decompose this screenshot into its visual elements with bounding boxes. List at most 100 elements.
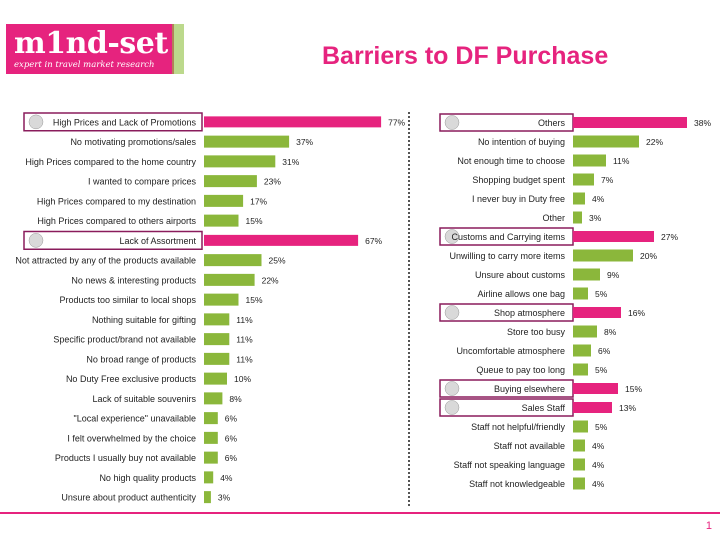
bar [204,352,230,365]
bar [204,234,359,246]
category-label: Queue to pay too long [476,365,565,375]
bar [573,439,585,452]
bar [573,420,588,433]
bar [573,477,585,490]
bar [573,249,633,262]
bar [573,231,654,242]
category-label: High Prices compared to the home country [25,157,196,167]
bar [573,307,621,318]
value-label: 4% [220,473,233,483]
value-label: 11% [236,315,253,325]
category-label: Uncomfortable atmosphere [456,346,565,356]
value-label: 22% [262,275,279,285]
category-icon [444,229,460,244]
category-label: I wanted to compare prices [88,177,197,187]
bar [573,325,597,338]
value-label: 4% [592,194,605,204]
value-label: 5% [595,365,608,375]
value-label: 25% [269,256,286,266]
bar [573,363,588,376]
category-label: Staff not available [494,441,565,451]
value-label: 15% [246,295,263,305]
bar [204,155,276,168]
value-label: 6% [225,414,238,424]
category-label: Store too busy [507,327,566,337]
category-label: Specific product/brand not available [53,335,196,345]
value-label: 5% [595,289,608,299]
category-label: Products too similar to local shops [59,295,196,305]
value-label: 37% [296,137,313,147]
value-label: 6% [598,346,611,356]
category-label: I felt overwhelmed by the choice [67,433,196,443]
bar [573,154,606,167]
bar [204,491,211,504]
bar [573,287,588,300]
bar [204,175,257,188]
category-label: No broad range of products [86,354,196,364]
category-label: Other [542,213,565,223]
category-label: Staff not knowledgeable [469,479,565,489]
bar [204,214,239,227]
bar [573,268,600,281]
category-icon [444,381,460,396]
bar [204,372,227,385]
column-divider [408,112,410,506]
value-label: 11% [236,354,253,364]
bar [573,135,639,148]
bar [204,293,239,306]
bar [204,116,382,128]
value-label: 31% [282,157,299,167]
category-label: Unwilling to carry more items [449,251,565,261]
bar [573,344,591,357]
bar [204,254,262,267]
category-label: "Local experience" unavailable [74,414,196,424]
value-label: 4% [592,441,605,451]
bar [204,451,218,464]
category-icon [444,115,460,130]
value-label: 22% [646,137,663,147]
category-label: Shop atmosphere [494,308,565,318]
value-label: 4% [592,479,605,489]
category-icon [444,305,460,320]
value-label: 8% [229,394,242,404]
bar [573,117,687,128]
value-label: 8% [604,327,617,337]
value-label: 17% [250,196,267,206]
category-label: Shopping budget spent [472,175,565,185]
category-label: Not enough time to choose [457,156,565,166]
value-label: 11% [236,335,253,345]
bar [573,402,612,413]
category-label: Not attracted by any of the products ava… [15,256,196,266]
bar [204,273,255,286]
category-highlight-box [23,112,203,132]
bar [204,431,218,444]
value-label: 11% [613,156,630,166]
value-label: 4% [592,460,605,470]
logo-text: m1nd-set [14,26,168,61]
value-label: 7% [601,175,614,185]
category-label: High Prices compared to my destination [37,196,196,206]
category-icon [28,114,44,130]
value-label: 5% [595,422,608,432]
category-label: Sales Staff [522,403,566,413]
value-label: 9% [607,270,620,280]
value-label: 67% [365,236,382,246]
page-number: 1 [705,520,712,532]
value-label: 38% [694,118,711,128]
logo-leaf-decoration [172,24,184,74]
category-label: Staff not speaking language [454,460,565,470]
category-label: Others [538,118,566,128]
slide-title: Barriers to DF Purchase [322,42,609,70]
logo-tagline: expert in travel market research [14,60,155,70]
category-label: High Prices and Lack of Promotions [53,117,197,127]
value-label: 23% [264,177,281,187]
category-label: Unsure about product authenticity [61,493,196,503]
category-label: Nothing suitable for gifting [92,315,196,325]
value-label: 10% [234,374,251,384]
footer-line [0,512,720,514]
category-label: I never buy in Duty free [472,194,565,204]
category-label: No intention of buying [478,137,565,147]
category-label: No high quality products [99,473,196,483]
bar [204,471,214,484]
